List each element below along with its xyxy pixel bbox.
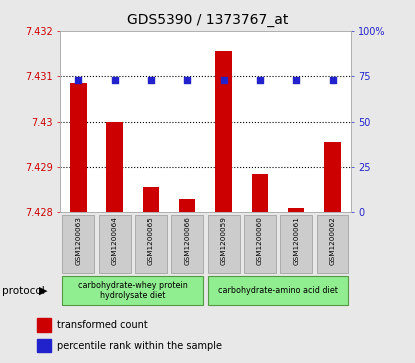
- Bar: [107, 122, 123, 212]
- Text: ▶: ▶: [39, 286, 48, 296]
- Text: GSM1200063: GSM1200063: [76, 217, 81, 265]
- Text: GSM1200061: GSM1200061: [293, 217, 299, 265]
- Bar: [252, 174, 268, 212]
- Bar: [135, 215, 167, 273]
- Text: GSM1200059: GSM1200059: [221, 217, 227, 265]
- Bar: [62, 276, 203, 305]
- Bar: [37, 318, 51, 331]
- Text: GSM1200064: GSM1200064: [112, 217, 117, 265]
- Point: [111, 77, 118, 83]
- Bar: [280, 215, 312, 273]
- Point: [256, 77, 263, 83]
- Text: percentile rank within the sample: percentile rank within the sample: [57, 341, 222, 351]
- Text: protocol: protocol: [2, 286, 45, 296]
- Text: GSM1200062: GSM1200062: [330, 217, 335, 265]
- Text: GSM1200060: GSM1200060: [257, 217, 263, 265]
- Bar: [179, 199, 195, 212]
- Point: [293, 77, 300, 83]
- Point: [184, 77, 190, 83]
- Bar: [99, 215, 131, 273]
- Text: carbohydrate-whey protein
hydrolysate diet: carbohydrate-whey protein hydrolysate di…: [78, 281, 188, 301]
- Text: carbohydrate-amino acid diet: carbohydrate-amino acid diet: [218, 286, 338, 295]
- Bar: [317, 215, 349, 273]
- Bar: [208, 276, 349, 305]
- Bar: [70, 83, 86, 212]
- Bar: [171, 215, 203, 273]
- Point: [75, 77, 82, 83]
- Point: [329, 77, 336, 83]
- Bar: [244, 215, 276, 273]
- Bar: [325, 142, 341, 212]
- Bar: [62, 215, 94, 273]
- Text: GDS5390 / 1373767_at: GDS5390 / 1373767_at: [127, 13, 288, 27]
- Text: transformed count: transformed count: [57, 320, 148, 330]
- Point: [220, 77, 227, 83]
- Bar: [143, 187, 159, 212]
- Bar: [208, 215, 239, 273]
- Bar: [37, 339, 51, 352]
- Text: GSM1200066: GSM1200066: [184, 217, 190, 265]
- Text: GSM1200065: GSM1200065: [148, 217, 154, 265]
- Point: [148, 77, 154, 83]
- Bar: [288, 208, 304, 212]
- Bar: [215, 51, 232, 212]
